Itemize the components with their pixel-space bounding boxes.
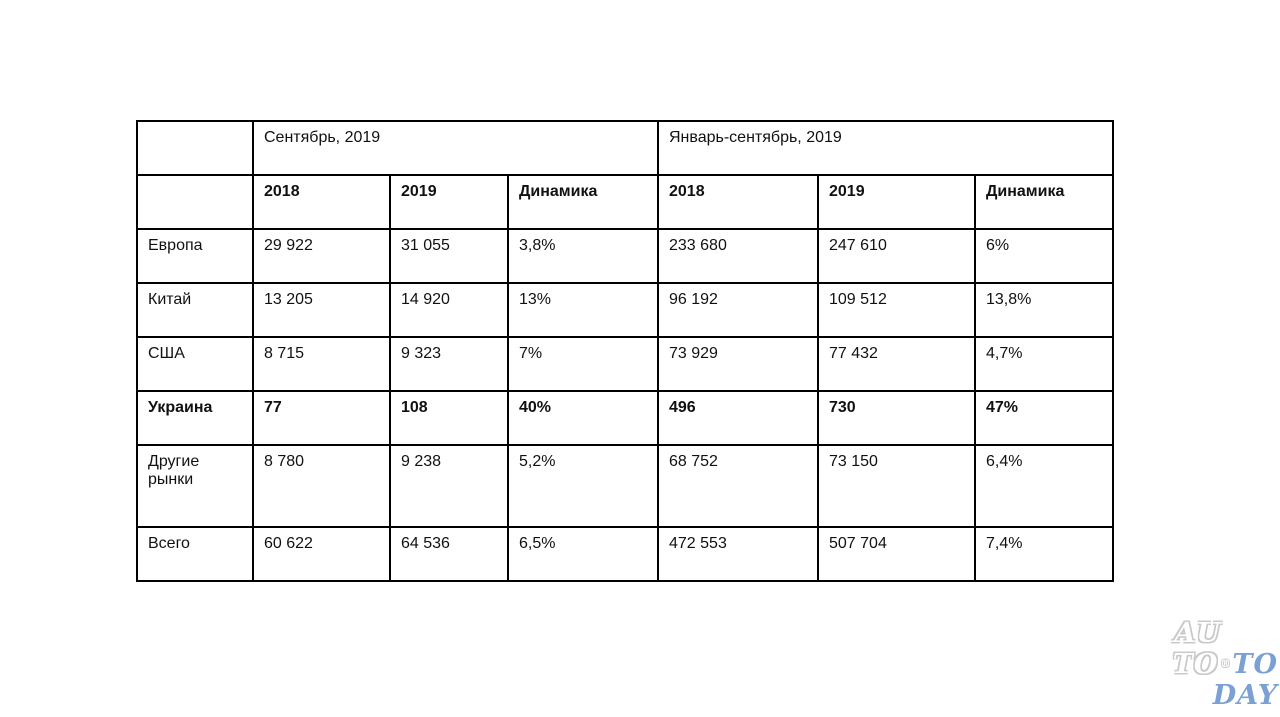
table-row-usa: США 8 715 9 323 7% 73 929 77 432 4,7% (136, 336, 1115, 392)
row-label: Другие рынки (136, 444, 254, 528)
corner-empty-cell (136, 174, 254, 230)
table-row-europe: Европа 29 922 31 055 3,8% 233 680 247 61… (136, 228, 1115, 284)
cell: 7% (507, 336, 659, 392)
cell: 13 205 (252, 282, 391, 338)
column-header-row: 2018 2019 Динамика 2018 2019 Динамика (136, 174, 1115, 230)
row-label: Европа (136, 228, 254, 284)
row-label: США (136, 336, 254, 392)
autoday-watermark-logo: AU TO ® TO DAY (1173, 618, 1278, 711)
row-label: Всего (136, 526, 254, 582)
watermark-text-to-blue: TO (1232, 649, 1278, 680)
cell: 47% (973, 390, 1115, 446)
cell: 5,2% (507, 444, 659, 528)
cell: 64 536 (389, 526, 509, 582)
cell: 9 238 (389, 444, 509, 528)
cell: 247 610 (817, 228, 976, 284)
cell: 6,5% (507, 526, 659, 582)
cell: 8 715 (252, 336, 391, 392)
watermark-line-to-to: TO ® TO (1173, 649, 1278, 680)
cell: 77 432 (817, 336, 976, 392)
table-row-ukraine: Украина 77 108 40% 496 730 47% (136, 390, 1115, 446)
row-label: Украина (136, 390, 254, 446)
cell: 3,8% (507, 228, 659, 284)
row-label: Китай (136, 282, 254, 338)
corner-empty-cell (136, 120, 254, 176)
cell: 507 704 (817, 526, 976, 582)
watermark-text-au: AU (1174, 618, 1221, 649)
column-header: 2018 (252, 174, 391, 230)
cell: 496 (657, 390, 819, 446)
cell: 8 780 (252, 444, 391, 528)
cell: 6% (973, 228, 1115, 284)
period-header-september: Сентябрь, 2019 (252, 120, 659, 176)
cell: 13% (507, 282, 659, 338)
cell: 29 922 (252, 228, 391, 284)
column-header: Динамика (973, 174, 1115, 230)
cell: 77 (252, 390, 391, 446)
period-header-january-september: Январь-сентябрь, 2019 (656, 120, 1115, 176)
registered-trademark-icon: ® (1220, 658, 1231, 670)
sales-table: Сентябрь, 2019 Январь-сентябрь, 2019 201… (136, 120, 1115, 582)
cell: 730 (817, 390, 976, 446)
cell: 14 920 (389, 282, 509, 338)
column-header: 2018 (657, 174, 819, 230)
cell: 6,4% (973, 444, 1115, 528)
watermark-text-day: DAY (1212, 680, 1278, 711)
cell: 472 553 (657, 526, 819, 582)
cell: 96 192 (657, 282, 819, 338)
cell: 73 150 (817, 444, 976, 528)
cell: 4,7% (973, 336, 1115, 392)
cell: 7,4% (973, 526, 1115, 582)
cell: 233 680 (657, 228, 819, 284)
column-header: Динамика (507, 174, 659, 230)
cell: 68 752 (657, 444, 819, 528)
cell: 13,8% (973, 282, 1115, 338)
cell: 40% (507, 390, 659, 446)
period-header-row: Сентябрь, 2019 Январь-сентябрь, 2019 (136, 120, 1115, 176)
cell: 60 622 (252, 526, 391, 582)
table-row-china: Китай 13 205 14 920 13% 96 192 109 512 1… (136, 282, 1115, 338)
column-header: 2019 (817, 174, 976, 230)
watermark-line-au: AU (1175, 618, 1222, 649)
cell: 73 929 (657, 336, 819, 392)
cell: 31 055 (389, 228, 509, 284)
watermark-text-to-white: TO (1172, 649, 1219, 680)
cell: 108 (389, 390, 509, 446)
table-row-other-markets: Другие рынки 8 780 9 238 5,2% 68 752 73 … (136, 444, 1115, 528)
cell: 109 512 (817, 282, 976, 338)
column-header: 2019 (389, 174, 509, 230)
cell: 9 323 (389, 336, 509, 392)
watermark-line-day: DAY (1213, 680, 1278, 711)
table-row-total: Всего 60 622 64 536 6,5% 472 553 507 704… (136, 526, 1115, 582)
